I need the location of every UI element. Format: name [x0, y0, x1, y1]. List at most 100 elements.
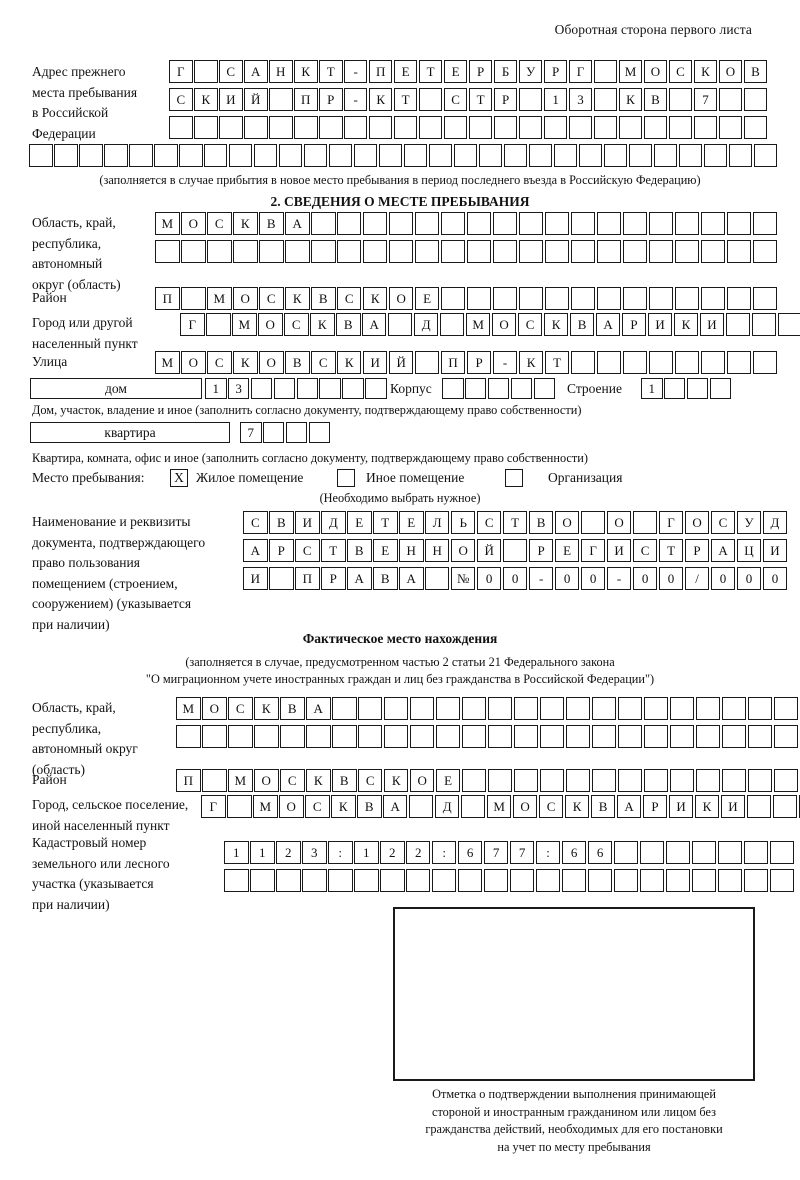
char-cell[interactable]: [293, 116, 318, 139]
char-cell[interactable]: К: [564, 795, 590, 818]
char-cell[interactable]: [622, 240, 648, 263]
char-cell[interactable]: 7: [693, 88, 718, 111]
char-cell[interactable]: [695, 697, 721, 720]
char-cell[interactable]: [226, 795, 252, 818]
char-cell[interactable]: В: [569, 313, 595, 336]
char-cell[interactable]: [428, 144, 453, 167]
char-cell[interactable]: [518, 212, 544, 235]
char-cell[interactable]: [686, 378, 709, 399]
char-cell[interactable]: У: [736, 511, 762, 534]
char-cell[interactable]: В: [743, 60, 768, 83]
char-cell[interactable]: [622, 351, 648, 374]
char-cell[interactable]: [178, 144, 203, 167]
char-cell[interactable]: [414, 212, 440, 235]
char-cell[interactable]: [669, 697, 695, 720]
char-cell[interactable]: [674, 287, 700, 310]
char-cell[interactable]: [357, 725, 383, 748]
char-cell[interactable]: [700, 351, 726, 374]
char-cell[interactable]: 0: [476, 567, 502, 590]
char-cell[interactable]: 1: [641, 378, 663, 399]
char-cell[interactable]: [503, 144, 528, 167]
char-cell[interactable]: 0: [632, 567, 658, 590]
char-cell[interactable]: [336, 212, 362, 235]
char-cell[interactable]: 3: [568, 88, 593, 111]
char-cell[interactable]: [539, 697, 565, 720]
char-cell[interactable]: Р: [493, 88, 518, 111]
char-cell[interactable]: К: [693, 60, 718, 83]
char-cell[interactable]: [717, 841, 743, 864]
char-cell[interactable]: [518, 116, 543, 139]
char-cell[interactable]: О: [388, 287, 414, 310]
char-cell[interactable]: Е: [398, 511, 424, 534]
char-cell[interactable]: [669, 725, 695, 748]
char-cell[interactable]: [568, 116, 593, 139]
char-cell[interactable]: [769, 841, 795, 864]
char-cell[interactable]: [466, 287, 492, 310]
char-cell[interactable]: Т: [502, 511, 528, 534]
char-cell[interactable]: [752, 240, 778, 263]
char-cell[interactable]: Р: [528, 539, 554, 562]
char-cell[interactable]: [591, 725, 617, 748]
char-cell[interactable]: 6: [561, 841, 587, 864]
char-cell[interactable]: В: [372, 567, 398, 590]
char-cell[interactable]: [243, 116, 268, 139]
stamp-area[interactable]: [393, 907, 755, 1081]
char-cell[interactable]: 1: [353, 841, 379, 864]
actual-region-row-2[interactable]: [176, 725, 800, 748]
flat-cells[interactable]: 7: [240, 422, 332, 443]
char-cell[interactable]: Г: [201, 795, 226, 818]
char-cell[interactable]: [721, 697, 747, 720]
char-cell[interactable]: Т: [544, 351, 570, 374]
char-cell[interactable]: 7: [483, 841, 509, 864]
char-cell[interactable]: :: [535, 841, 561, 864]
char-cell[interactable]: -: [606, 567, 632, 590]
char-cell[interactable]: С: [294, 539, 320, 562]
char-cell[interactable]: П: [294, 567, 320, 590]
char-cell[interactable]: [700, 212, 726, 235]
char-cell[interactable]: [342, 378, 364, 399]
char-cell[interactable]: [798, 795, 800, 818]
char-cell[interactable]: Т: [658, 539, 684, 562]
char-cell[interactable]: К: [543, 313, 569, 336]
char-cell[interactable]: [639, 869, 665, 892]
char-cell[interactable]: [565, 725, 591, 748]
char-cell[interactable]: [387, 313, 413, 336]
char-cell[interactable]: [224, 869, 249, 892]
prev-address-row-3[interactable]: [169, 116, 769, 139]
char-cell[interactable]: [565, 697, 591, 720]
char-cell[interactable]: [492, 287, 518, 310]
char-cell[interactable]: [206, 240, 232, 263]
char-cell[interactable]: П: [155, 287, 180, 310]
char-cell[interactable]: Т: [468, 88, 493, 111]
char-cell[interactable]: [487, 769, 513, 792]
char-cell[interactable]: [617, 769, 643, 792]
char-cell[interactable]: Г: [580, 539, 606, 562]
char-cell[interactable]: [648, 240, 674, 263]
char-cell[interactable]: [726, 212, 752, 235]
char-cell[interactable]: [674, 351, 700, 374]
char-cell[interactable]: О: [450, 539, 476, 562]
char-cell[interactable]: А: [284, 212, 310, 235]
char-cell[interactable]: Н: [424, 539, 450, 562]
char-cell[interactable]: [613, 841, 639, 864]
char-cell[interactable]: [617, 697, 643, 720]
char-cell[interactable]: [773, 769, 799, 792]
char-cell[interactable]: [201, 725, 227, 748]
char-cell[interactable]: [461, 769, 487, 792]
char-cell[interactable]: [596, 287, 622, 310]
char-cell[interactable]: [319, 378, 341, 399]
char-cell[interactable]: М: [227, 769, 253, 792]
char-cell[interactable]: А: [243, 539, 268, 562]
char-cell[interactable]: [464, 378, 487, 399]
char-cell[interactable]: [695, 769, 721, 792]
char-cell[interactable]: М: [465, 313, 491, 336]
char-cell[interactable]: А: [398, 567, 424, 590]
char-cell[interactable]: [268, 116, 293, 139]
char-cell[interactable]: [717, 869, 743, 892]
char-cell[interactable]: [468, 116, 493, 139]
char-cell[interactable]: [752, 351, 778, 374]
char-cell[interactable]: В: [590, 795, 616, 818]
char-cell[interactable]: [460, 795, 486, 818]
